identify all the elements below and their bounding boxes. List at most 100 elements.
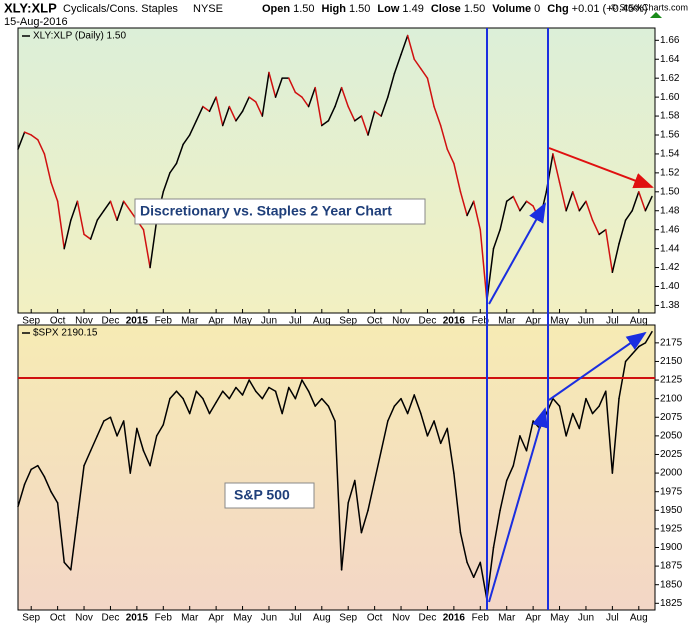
x-tick-label: Sep xyxy=(22,316,40,327)
top-panel xyxy=(17,27,656,314)
line-segment xyxy=(175,390,184,400)
line-segment xyxy=(89,435,98,452)
line-segment xyxy=(499,200,508,231)
line-segment xyxy=(631,191,640,212)
line-segment xyxy=(281,386,290,415)
y-tick-label: 1.52 xyxy=(660,168,680,179)
line-segment xyxy=(618,219,627,245)
line-segment xyxy=(340,502,349,571)
line-segment xyxy=(505,464,515,482)
line-segment xyxy=(413,58,422,70)
quote-value: 1.50 xyxy=(293,3,314,15)
line-segment xyxy=(50,490,59,504)
arrow xyxy=(488,202,546,305)
line-segment xyxy=(89,219,98,240)
line-segment xyxy=(109,200,118,221)
line-segment xyxy=(221,105,231,127)
line-segment xyxy=(644,195,653,212)
line-segment xyxy=(413,394,422,415)
line-segment xyxy=(611,397,620,474)
x-tick-label: Jul xyxy=(606,613,619,624)
line-segment xyxy=(446,427,455,474)
y-tick-label: 1900 xyxy=(660,542,683,553)
x-tick-label: Jun xyxy=(578,613,594,624)
x-tick-label: 2016 xyxy=(443,613,466,624)
line-segment xyxy=(235,386,244,396)
line-segment xyxy=(360,509,369,534)
line-segment xyxy=(274,390,283,415)
line-segment xyxy=(23,131,32,136)
line-segment xyxy=(519,200,528,212)
line-segment xyxy=(354,115,363,122)
x-tick-label: Jul xyxy=(289,613,302,624)
line-segment xyxy=(83,450,92,467)
line-segment xyxy=(420,412,429,437)
line-segment xyxy=(466,200,475,217)
line-segment xyxy=(591,405,600,415)
line-segment xyxy=(400,34,409,56)
quote-label: Close xyxy=(431,3,461,15)
line-segment xyxy=(228,105,237,122)
y-tick-label: 1.66 xyxy=(660,35,680,46)
x-tick-label: Apr xyxy=(525,613,541,624)
y-tick-label: 1.54 xyxy=(660,149,680,160)
date: 15-Aug-2016 xyxy=(4,16,68,28)
legend-label: XLY:XLP (Daily) 1.50 xyxy=(33,31,126,42)
line-segment xyxy=(360,115,369,136)
legend-label: $SPX 2190.15 xyxy=(33,328,98,339)
x-tick-label: Oct xyxy=(367,316,383,327)
line-segment xyxy=(96,420,105,437)
credit: © StockCharts.com xyxy=(610,2,688,12)
arrow xyxy=(488,407,548,603)
y-tick-label: 1.58 xyxy=(660,111,680,122)
line-segment xyxy=(149,435,158,467)
line-segment xyxy=(162,172,171,193)
line-segment xyxy=(558,405,567,437)
line-segment xyxy=(459,191,468,217)
line-segment xyxy=(420,67,429,79)
line-segment xyxy=(525,420,534,452)
line-segment xyxy=(334,420,343,571)
x-tick-label: Feb xyxy=(472,613,490,624)
y-tick-label: 1.40 xyxy=(660,281,680,292)
x-tick-label: Jul xyxy=(606,316,619,327)
line-segment xyxy=(572,191,581,212)
line-segment xyxy=(195,390,204,400)
line-segment xyxy=(387,405,396,422)
line-segment xyxy=(83,233,92,240)
line-segment xyxy=(327,405,336,422)
line-segment xyxy=(122,420,132,474)
line-segment xyxy=(585,200,594,221)
line-segment xyxy=(393,397,402,407)
line-segment xyxy=(17,483,26,508)
line-segment xyxy=(255,101,264,117)
y-tick-label: 2150 xyxy=(660,356,683,367)
line-segment xyxy=(321,397,330,407)
line-segment xyxy=(215,390,224,404)
symbol-name: Cyclicals/Cons. Staples xyxy=(63,3,178,15)
line-segment xyxy=(565,191,574,212)
x-tick-label: Mar xyxy=(498,613,516,624)
line-segment xyxy=(162,397,171,426)
line-segment xyxy=(624,353,633,363)
y-tick-label: 1.56 xyxy=(660,130,680,141)
line-segment xyxy=(472,561,482,579)
line-segment xyxy=(307,86,316,108)
line-segment xyxy=(373,110,382,117)
line-segment xyxy=(618,360,627,400)
y-tick-label: 1.46 xyxy=(660,224,680,235)
quote: Open 1.50 High 1.50 Low 1.49 Close 1.50 Volume 0 C… xyxy=(262,3,648,15)
line-segment xyxy=(347,479,356,504)
line-segment xyxy=(472,200,482,231)
line-segment xyxy=(459,531,468,564)
x-tick-label: Aug xyxy=(313,613,331,624)
x-tick-label: Feb xyxy=(155,316,173,327)
line-segment xyxy=(43,476,52,493)
x-tick-label: Dec xyxy=(419,316,437,327)
line-segment xyxy=(116,200,125,221)
y-tick-label: 1.42 xyxy=(660,262,680,273)
line-segment xyxy=(76,464,85,519)
line-segment xyxy=(519,435,528,452)
line-segment xyxy=(109,416,118,437)
line-segment xyxy=(96,209,105,221)
